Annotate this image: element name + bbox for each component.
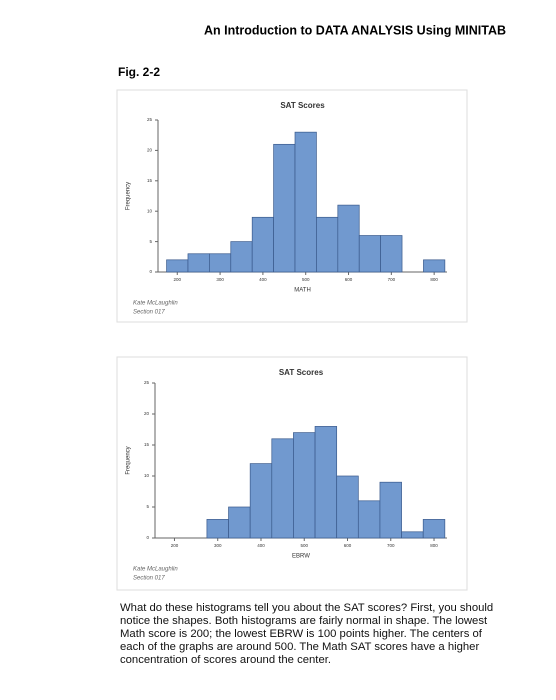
y-tick-label: 5	[146, 504, 149, 509]
bar	[316, 216, 339, 273]
annotation: Section 017	[133, 310, 165, 316]
bar	[422, 519, 446, 539]
bar	[357, 500, 381, 539]
x-tick-label: 400	[257, 543, 265, 548]
bar	[251, 216, 274, 273]
bar	[166, 259, 189, 273]
bar	[336, 475, 359, 539]
bar	[206, 519, 229, 539]
y-tick-label: 20	[144, 411, 150, 416]
x-tick-label: 600	[345, 277, 353, 282]
bar	[337, 204, 360, 273]
bar	[380, 235, 403, 273]
bar	[187, 253, 210, 273]
y-axis-label: Frequency	[126, 446, 132, 474]
chart-frame	[116, 89, 468, 323]
y-tick-label: 25	[144, 380, 150, 385]
y-tick-label: 0	[149, 269, 152, 274]
x-tick-label: 700	[388, 277, 396, 282]
bar	[273, 143, 296, 273]
bar	[314, 426, 338, 539]
y-tick-label: 15	[147, 178, 153, 183]
x-tick-label: 500	[302, 277, 310, 282]
y-tick-label: 5	[149, 239, 152, 244]
bar	[358, 235, 381, 273]
bar	[423, 259, 446, 273]
bar	[379, 481, 402, 539]
bar	[228, 506, 251, 539]
bar	[271, 438, 294, 539]
y-axis-label: Frequency	[126, 182, 132, 210]
annotation: Kate McLaughlin	[133, 301, 178, 307]
x-tick-label: 700	[387, 543, 395, 548]
x-tick-label: 300	[214, 543, 222, 548]
chart-title: SAT Scores	[279, 368, 324, 377]
x-tick-label: 600	[344, 543, 352, 548]
bar	[293, 432, 316, 539]
annotation: Section 017	[133, 576, 165, 582]
bar	[294, 131, 317, 273]
y-tick-label: 10	[147, 208, 153, 213]
x-tick-label: 200	[174, 277, 182, 282]
x-tick-label: 400	[259, 277, 267, 282]
bar	[401, 531, 424, 539]
bar	[249, 463, 273, 539]
y-tick-label: 20	[147, 148, 153, 153]
y-tick-label: 25	[147, 117, 153, 122]
annotation: Kate McLaughlin	[133, 567, 178, 573]
paragraph: What do these histograms tell you about …	[120, 602, 494, 666]
x-tick-label: 200	[171, 543, 179, 548]
x-axis-label: MATH	[294, 288, 311, 294]
chart-title: SAT Scores	[280, 101, 325, 110]
y-tick-label: 0	[146, 535, 149, 540]
y-tick-label: 15	[144, 442, 150, 447]
x-tick-label: 300	[216, 277, 224, 282]
chart-frame	[116, 356, 468, 591]
x-tick-label: 800	[430, 543, 438, 548]
x-axis-label: EBRW	[292, 554, 310, 560]
bar	[209, 253, 232, 273]
x-tick-label: 500	[300, 543, 308, 548]
x-tick-label: 800	[430, 277, 438, 282]
y-tick-label: 10	[144, 473, 150, 478]
header-title: An Introduction to DATA ANALYSIS Using M…	[204, 23, 506, 37]
bar	[230, 241, 253, 273]
figure-label: Fig. 2-2	[118, 65, 160, 79]
